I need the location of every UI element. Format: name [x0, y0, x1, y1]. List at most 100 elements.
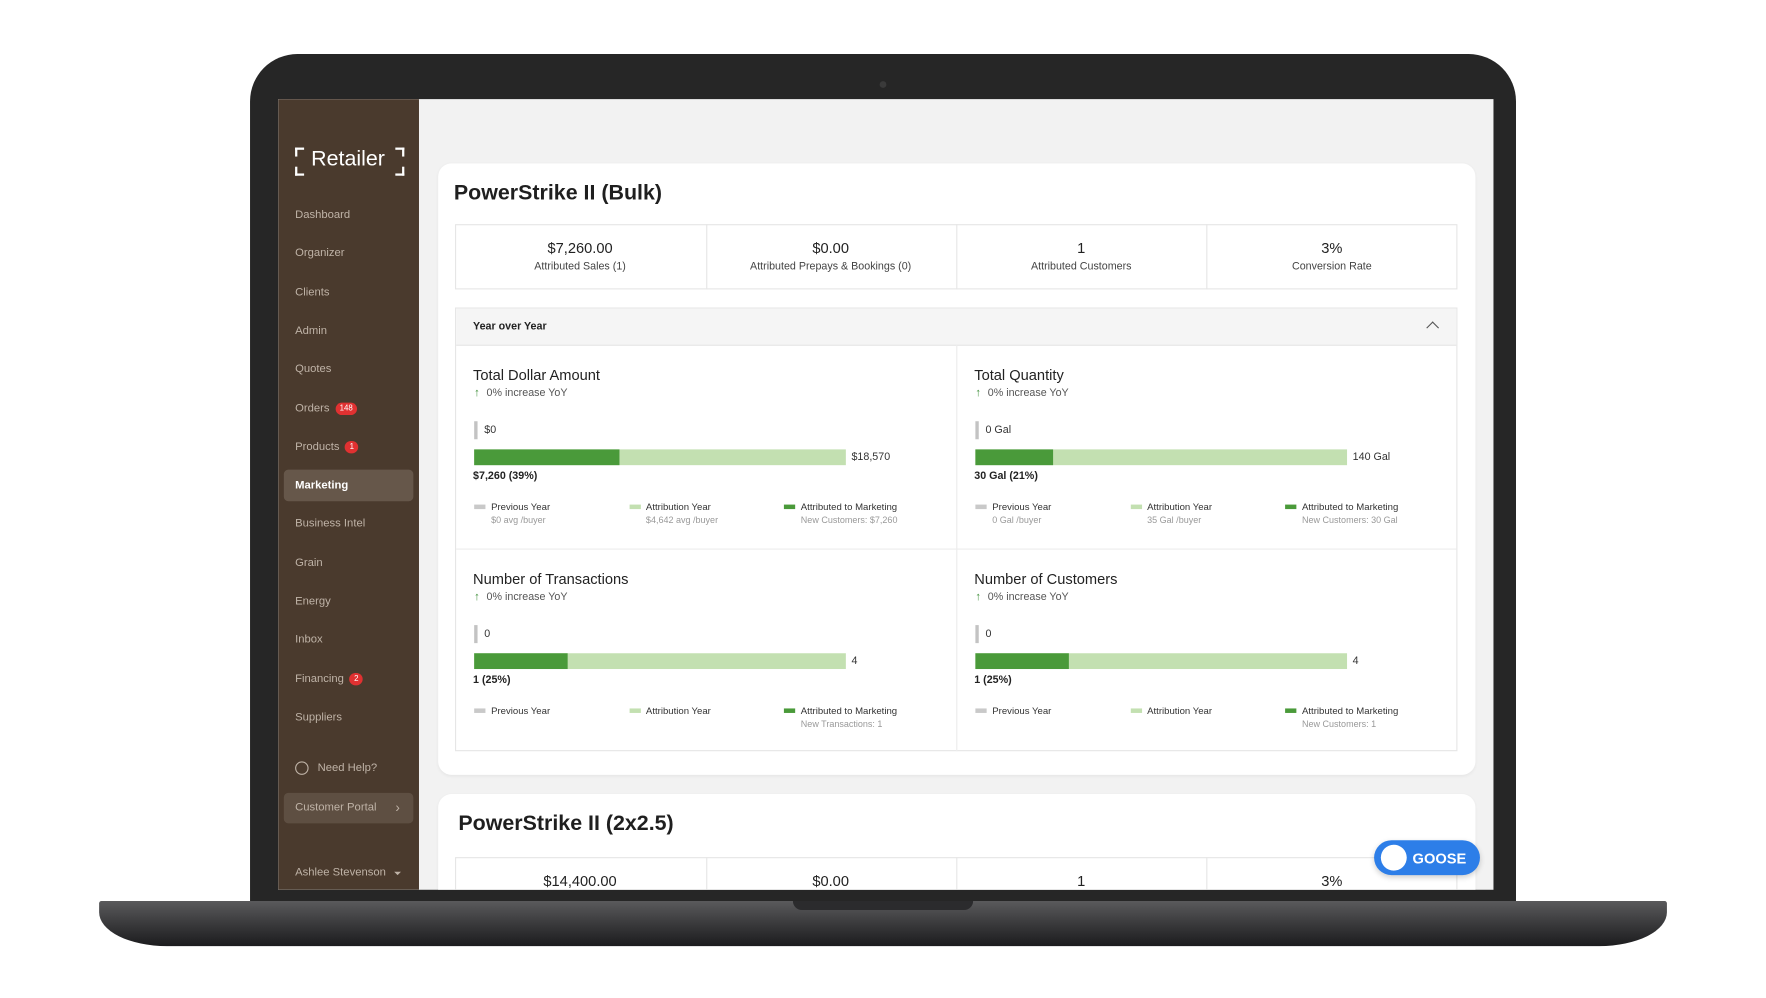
metric-change: 0% increase YoY: [486, 590, 568, 604]
legend-swatch: [1285, 708, 1297, 713]
metric-title: Number of Transactions: [473, 570, 629, 588]
up-arrow: ↑: [975, 590, 982, 604]
nav-item[interactable]: Suppliers: [295, 711, 342, 723]
legend-note: New Transactions: 1: [800, 719, 883, 730]
legend-note: New Customers: $7,260: [800, 515, 898, 526]
previous-value: 0: [985, 627, 992, 641]
stat-value: $0.00: [812, 239, 849, 257]
nav-item[interactable]: Quotes: [295, 363, 331, 375]
up-arrow: ↑: [474, 590, 480, 604]
logo-bracket: [295, 166, 305, 176]
nav-label: Quotes: [295, 363, 332, 376]
marketing-value: $7,260 (39%): [473, 470, 538, 483]
help-link[interactable]: Need Help?: [317, 761, 378, 775]
nav-item[interactable]: Financing 2: [295, 672, 363, 685]
nav-label: Admin: [295, 324, 328, 338]
nav-item[interactable]: Grain: [295, 557, 323, 569]
previous-marker: [474, 421, 478, 440]
previous-marker: [474, 625, 478, 644]
nav-label: Financing: [295, 672, 344, 685]
legend-swatch: [1285, 504, 1297, 510]
legend-label: Attributed to Marketing: [1302, 501, 1399, 513]
stat-label: Attributed Prepays & Bookings (0): [750, 260, 912, 274]
nav-label: Organizer: [295, 247, 345, 260]
attribution-value: $18,570: [851, 451, 891, 464]
metric-title: Total Dollar Amount: [473, 366, 601, 384]
nav-item[interactable]: Marketing: [295, 479, 348, 491]
stats-divider: [706, 224, 708, 290]
nav-label: Grain: [295, 556, 323, 569]
nav-item[interactable]: Products 1: [295, 440, 359, 454]
cell-divider-v: [956, 344, 958, 752]
stat-value: $14,400.00: [543, 872, 617, 890]
camera: [879, 81, 887, 88]
nav-badge: 2: [349, 672, 363, 685]
previous-value: 0 Gal: [985, 424, 1012, 437]
legend-label: Previous Year: [491, 705, 551, 717]
legend-note: New Customers: 1: [1302, 719, 1377, 730]
yoy-title: Year over Year: [473, 320, 547, 333]
stats-divider: [1206, 857, 1208, 890]
nav-item[interactable]: Dashboard: [295, 209, 350, 221]
stats-divider: [956, 224, 958, 290]
stats-divider: [956, 857, 958, 890]
legend-label: Attribution Year: [1147, 501, 1213, 513]
nav-label: Suppliers: [295, 711, 343, 724]
legend-label: Attribution Year: [645, 705, 711, 717]
previous-marker: [975, 421, 979, 440]
stat-value: $7,260.00: [547, 239, 613, 257]
legend-swatch: [629, 504, 641, 510]
metric-title: Number of Customers: [974, 570, 1118, 588]
nav-item[interactable]: Orders 148: [295, 402, 358, 415]
logo-bracket: [395, 166, 405, 176]
nav-item[interactable]: Admin: [295, 325, 327, 337]
stats-row: [455, 224, 1458, 290]
marketing-value: 1 (25%): [473, 674, 511, 687]
nav-item[interactable]: Organizer: [295, 248, 344, 260]
metric-change: 0% increase YoY: [987, 590, 1069, 604]
legend-label: Previous Year: [491, 501, 551, 513]
nav-badge: 1: [345, 440, 359, 454]
goose-icon: [1380, 844, 1407, 871]
nav-label: Marketing: [295, 479, 349, 492]
user-menu[interactable]: Ashlee Stevenson: [295, 866, 386, 880]
stat-label: Attributed Sales (1): [534, 260, 626, 274]
attribution-bar: [975, 653, 1348, 670]
goose-label[interactable]: GOOSE: [1412, 849, 1467, 867]
caret: [394, 871, 401, 876]
stats-divider: [1206, 224, 1208, 290]
nav-badge: 148: [335, 402, 358, 415]
legend-label: Previous Year: [992, 501, 1052, 513]
nav-item[interactable]: Inbox: [295, 634, 323, 646]
legend-label: Attribution Year: [645, 501, 711, 513]
legend-note: 0 Gal /buyer: [992, 515, 1042, 526]
portal-link[interactable]: Customer Portal: [295, 801, 377, 814]
cell-divider-h: [456, 548, 1457, 550]
stat-value: $0.00: [812, 872, 849, 890]
nav-item[interactable]: Clients: [295, 286, 329, 298]
legend-swatch: [629, 708, 641, 713]
attribution-value: 4: [851, 654, 858, 668]
attribution-bar: [975, 449, 1348, 466]
laptop-notch: [792, 901, 974, 911]
logo-bracket: [395, 147, 405, 157]
stat-label: Conversion Rate: [1291, 260, 1372, 274]
brand: Retailer: [311, 147, 385, 172]
nav-label: Clients: [295, 286, 330, 299]
stat-value: 3%: [1321, 239, 1343, 257]
nav-item[interactable]: Energy: [295, 595, 331, 607]
nav-item[interactable]: Business Intel: [295, 518, 365, 530]
previous-value: 0: [484, 627, 491, 641]
attribution-bar: [474, 653, 846, 670]
marketing-value: 30 Gal (21%): [974, 470, 1038, 483]
stat-value: 3%: [1321, 872, 1343, 890]
portal-bg[interactable]: [283, 792, 414, 824]
nav-label: Orders: [295, 402, 330, 415]
legend-note: $0 avg /buyer: [491, 515, 546, 526]
metric-change: 0% increase YoY: [987, 386, 1069, 400]
previous-value: $0: [484, 424, 497, 437]
stat-value: 1: [1077, 239, 1086, 257]
legend-label: Attributed to Marketing: [800, 705, 898, 717]
nav-label: Products: [295, 440, 340, 454]
